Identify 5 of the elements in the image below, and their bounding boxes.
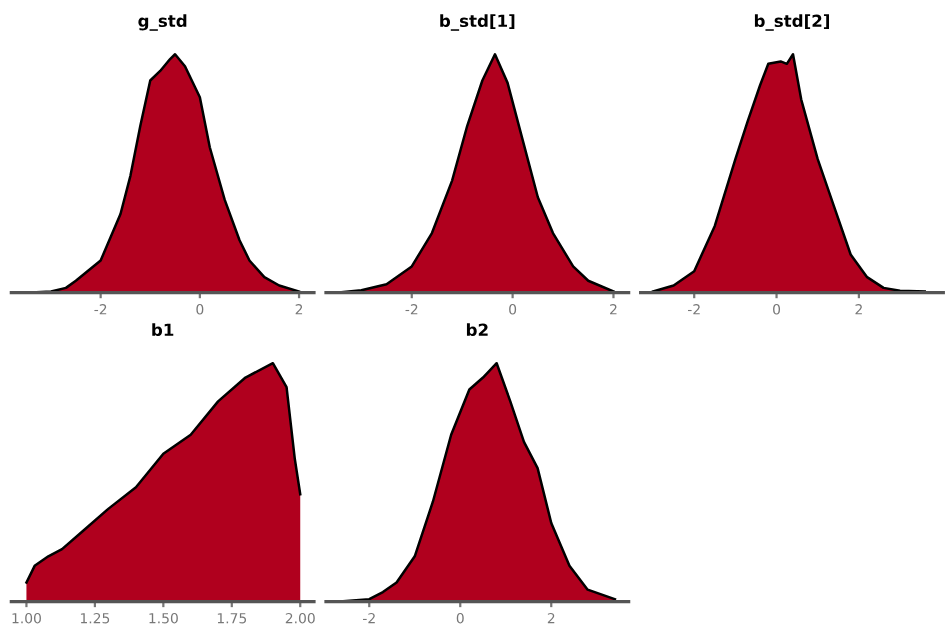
chart-title: b1 [152,323,174,337]
chart-title: b_std[2] [754,14,830,31]
chart-title: b_std[1] [440,14,515,31]
chart-title: g_std [138,14,187,31]
chart-title: b2 [466,323,488,337]
